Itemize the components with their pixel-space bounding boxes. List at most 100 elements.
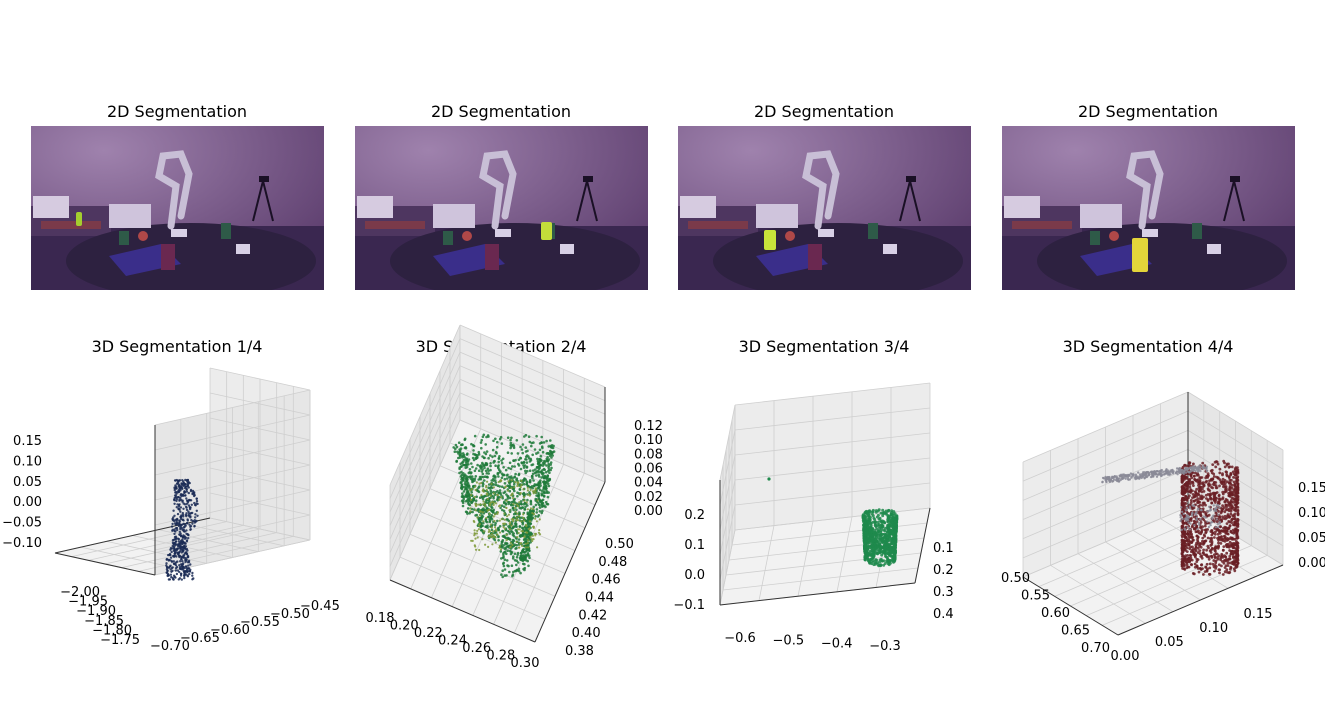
y-tick-label: −0.45 xyxy=(300,599,340,614)
data-point xyxy=(475,513,479,517)
data-point xyxy=(1201,461,1205,465)
cup xyxy=(485,244,499,270)
grid-line xyxy=(431,437,502,598)
data-point xyxy=(893,531,897,535)
data-point xyxy=(881,514,885,518)
data-point xyxy=(537,475,541,478)
data-point xyxy=(513,475,516,479)
tripod-leg xyxy=(576,180,588,222)
data-point xyxy=(872,548,876,552)
data-point xyxy=(544,487,548,490)
data-point xyxy=(182,507,185,510)
data-point xyxy=(1145,471,1149,474)
data-point xyxy=(492,439,495,443)
data-point xyxy=(184,485,187,489)
data-point xyxy=(494,541,497,544)
data-point xyxy=(172,542,175,545)
data-point xyxy=(179,496,182,500)
data-point xyxy=(502,544,505,547)
data-point xyxy=(1214,549,1217,553)
data-point xyxy=(177,538,181,541)
data-point xyxy=(482,433,486,437)
data-point xyxy=(1185,506,1189,509)
data-point xyxy=(482,520,485,523)
data-point xyxy=(1171,471,1175,474)
data-point xyxy=(170,525,174,528)
data-point xyxy=(505,559,509,562)
data-point xyxy=(499,550,503,553)
panel-2d-title-2: 2D Segmentation xyxy=(430,102,572,121)
z-tick-label: 0.12 xyxy=(634,419,663,434)
data-point xyxy=(460,454,464,458)
data-point xyxy=(1215,491,1219,494)
data-point xyxy=(1207,513,1211,517)
data-point xyxy=(1233,483,1237,486)
z-tick-label: 0.06 xyxy=(634,462,663,477)
data-point xyxy=(171,566,174,569)
data-point xyxy=(486,497,489,501)
data-point xyxy=(866,542,870,545)
data-point xyxy=(492,461,495,464)
data-point xyxy=(544,500,548,504)
data-point xyxy=(1227,507,1231,511)
data-point xyxy=(184,482,187,486)
data-point xyxy=(484,525,487,528)
data-point xyxy=(519,467,523,471)
data-point xyxy=(871,514,875,518)
data-point xyxy=(524,505,527,509)
data-point xyxy=(883,551,887,555)
data-point xyxy=(535,434,538,438)
data-point xyxy=(524,559,528,562)
data-point xyxy=(508,461,512,465)
data-point xyxy=(1183,531,1187,535)
data-point xyxy=(469,489,472,492)
data-point xyxy=(189,525,193,528)
data-point xyxy=(1130,475,1134,478)
data-point xyxy=(528,440,532,444)
grid-line xyxy=(459,365,606,429)
data-point xyxy=(1218,497,1222,501)
data-point xyxy=(516,561,520,564)
data-point xyxy=(1204,480,1208,484)
grid-line xyxy=(389,406,461,567)
data-point xyxy=(194,504,197,507)
axis-line xyxy=(719,582,916,606)
grid-line xyxy=(734,407,931,431)
data-point xyxy=(517,531,520,535)
data-point xyxy=(188,507,192,511)
data-point xyxy=(535,508,539,511)
data-point xyxy=(531,463,535,466)
data-point xyxy=(895,520,899,524)
data-point xyxy=(522,538,526,542)
data-point xyxy=(180,551,183,554)
data-point xyxy=(1206,536,1210,540)
data-point xyxy=(1107,478,1110,481)
plot-3d-1: −2.00−1.95−1.90−1.85−1.80−1.75−0.45−0.50… xyxy=(2,367,340,654)
data-point xyxy=(1198,480,1202,484)
data-point xyxy=(470,462,473,465)
data-point xyxy=(494,521,497,525)
data-point xyxy=(528,479,532,482)
data-point xyxy=(478,513,481,517)
data-point xyxy=(1182,563,1186,567)
data-point xyxy=(482,509,486,512)
data-point xyxy=(483,475,487,479)
data-point xyxy=(530,444,533,448)
data-point xyxy=(514,472,517,476)
data-point xyxy=(522,516,525,520)
data-point xyxy=(172,546,175,549)
data-point xyxy=(524,471,527,475)
data-point xyxy=(493,454,497,458)
data-point xyxy=(467,458,471,461)
data-point xyxy=(184,556,187,560)
data-point xyxy=(503,558,507,561)
data-point xyxy=(487,469,490,473)
data-point xyxy=(463,482,467,486)
data-point xyxy=(1153,470,1156,473)
data-point xyxy=(499,506,502,510)
data-point xyxy=(1155,472,1158,476)
data-point xyxy=(481,482,485,486)
data-point xyxy=(485,484,488,488)
data-point xyxy=(1195,511,1198,514)
data-point xyxy=(489,464,492,468)
